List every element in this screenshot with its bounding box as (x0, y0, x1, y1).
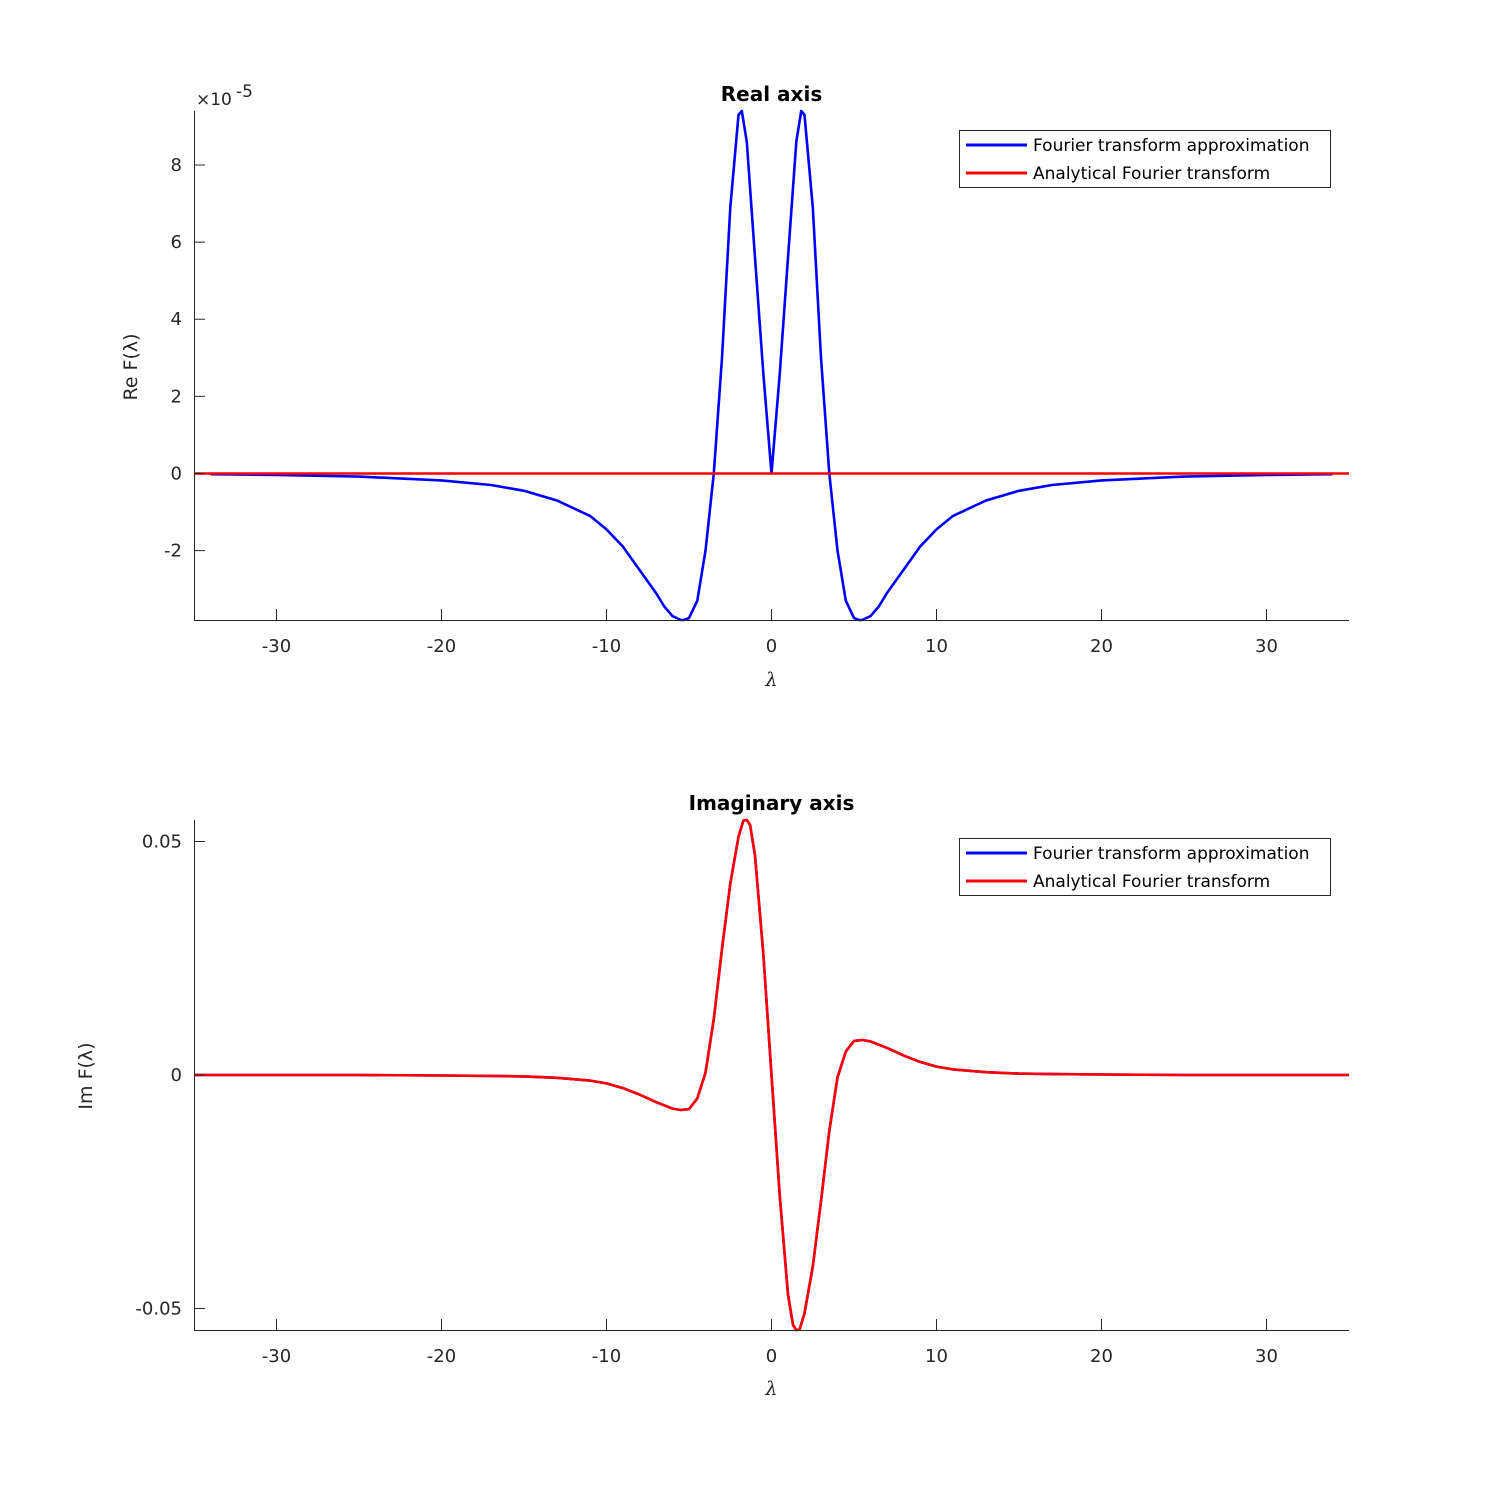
legend: Fourier transform approximation Analytic… (959, 838, 1331, 896)
y-tick-label: 0.05 (142, 831, 182, 852)
chart-real-axis: Real axis ×10 -5 -30 -20 -10 0 10 20 30-202468… (120, 82, 1349, 691)
legend-label-analytical: Analytical Fourier transform (1033, 872, 1270, 892)
chart-title: Imaginary axis (689, 791, 855, 815)
chart-imaginary-axis: Imaginary axis -30 -20 -10 0 10 20 30 -0.05 0 0.0… (75, 791, 1349, 1400)
legend: Fourier transform approximation Analytic… (959, 130, 1331, 188)
x-axis-label: λ (764, 1378, 777, 1400)
y-tick-label: -0.05 (135, 1299, 182, 1320)
x-tick-label: -10 (592, 636, 621, 657)
axes: -30 -20 -10 0 10 20 30 -0.05 0 0.05 (135, 820, 1349, 1367)
y-tick-label: 4 (171, 309, 182, 330)
legend-box (959, 838, 1331, 896)
x-tick-label: 10 (925, 1346, 948, 1367)
x-tick-label: 0 (766, 636, 777, 657)
y-exponent-label: ×10 -5 (196, 82, 253, 110)
legend-label-approximation: Fourier transform approximation (1033, 136, 1309, 156)
plot-area (194, 109, 1349, 622)
y-tick-label: 0 (171, 463, 182, 484)
x-tick-label: 30 (1255, 636, 1278, 657)
x-tick-label: 20 (1090, 1346, 1113, 1367)
x-tick-label: 20 (1090, 636, 1113, 657)
y-tick-label: 2 (171, 386, 182, 407)
x-axis-label: λ (764, 669, 777, 691)
y-axis-label: Im F(λ) (75, 1042, 97, 1109)
y-tick-label: -2 (164, 541, 182, 562)
legend-box (959, 130, 1331, 188)
y-tick-label: 0 (171, 1065, 182, 1086)
series-line-analytical (194, 818, 1349, 1332)
x-tick-label: -20 (427, 636, 456, 657)
y-axis-label: Re F(λ) (120, 333, 142, 400)
plot-area (194, 818, 1349, 1332)
svg-text:-5: -5 (236, 82, 253, 102)
svg-text:×10: ×10 (196, 90, 232, 110)
x-tick-label: -20 (427, 1346, 456, 1367)
legend-label-analytical: Analytical Fourier transform (1033, 164, 1270, 184)
x-tick-label: 30 (1255, 1346, 1278, 1367)
y-tick-label: 8 (171, 155, 182, 176)
x-tick-label: 0 (766, 1346, 777, 1367)
y-tick-label: 6 (171, 232, 182, 253)
x-tick-label: -10 (592, 1346, 621, 1367)
x-tick-label: 10 (925, 636, 948, 657)
x-tick-label: -30 (262, 1346, 291, 1367)
chart-title: Real axis (721, 82, 822, 106)
x-tick-label: -30 (262, 636, 291, 657)
legend-label-approximation: Fourier transform approximation (1033, 844, 1309, 864)
